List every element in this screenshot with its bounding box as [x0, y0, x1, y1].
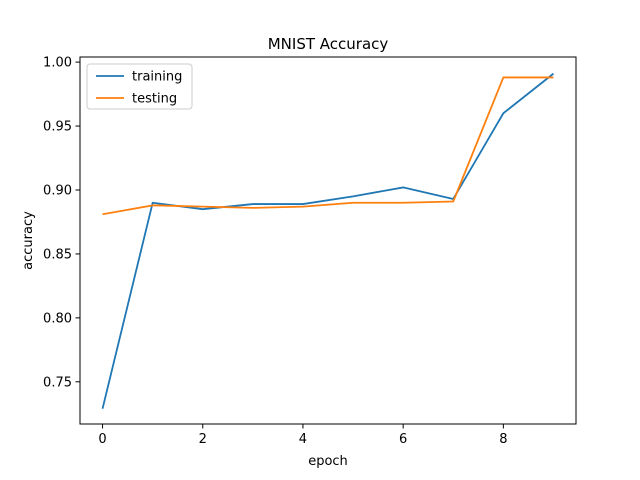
y-axis-label: accuracy: [21, 211, 36, 270]
legend-label-training: training: [132, 70, 182, 85]
legend-label-testing: testing: [132, 92, 177, 107]
x-tick-label: 8: [499, 432, 507, 447]
y-tick-label: 1.00: [43, 56, 72, 71]
y-tick-label: 0.90: [43, 183, 72, 198]
y-tick-label: 0.80: [43, 311, 72, 326]
x-tick-label: 4: [299, 432, 307, 447]
y-tick-label: 0.75: [43, 375, 72, 390]
x-tick-label: 2: [199, 432, 207, 447]
plot-frame: [79, 56, 577, 425]
x-axis-label: epoch: [308, 454, 348, 469]
series-line-testing: [102, 76, 554, 216]
y-tick-label: 0.85: [43, 247, 72, 262]
series-line-training: [101, 72, 555, 409]
x-tick-label: 6: [399, 432, 407, 447]
y-tick-label: 0.95: [43, 120, 72, 135]
chart-title: MNIST Accuracy: [268, 35, 389, 53]
x-tick-label: 0: [98, 432, 106, 447]
